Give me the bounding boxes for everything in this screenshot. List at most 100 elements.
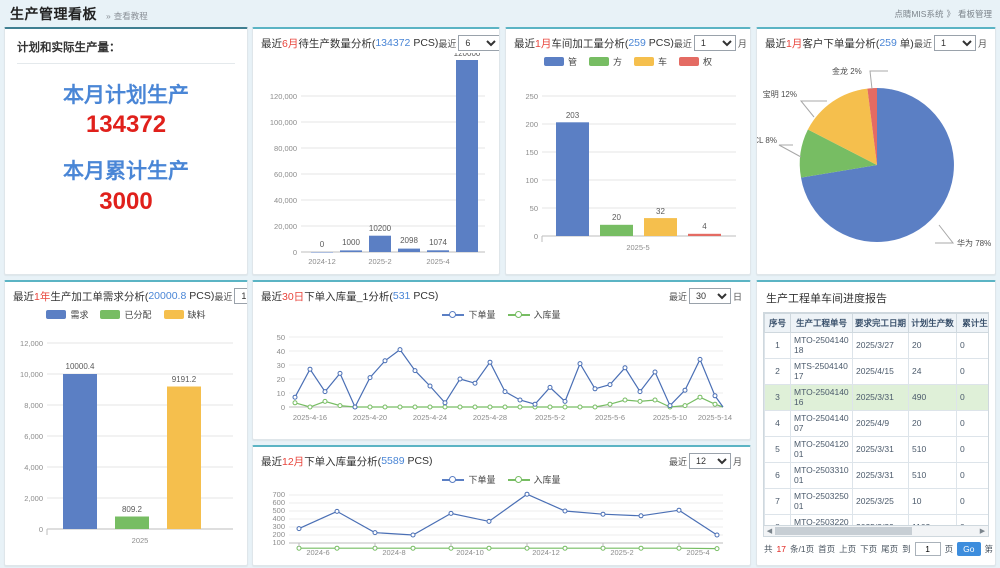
- svg-text:4: 4: [702, 222, 707, 231]
- pie-slices: [799, 88, 954, 242]
- bar6-x-ticks: 2024-12 2025-2 2025-4: [308, 257, 449, 266]
- svg-text:2025-4-20: 2025-4-20: [353, 413, 387, 422]
- col-header-actual-qty[interactable]: 累计生产数: [956, 313, 988, 333]
- pie-slice-baoming[interactable]: [807, 88, 877, 165]
- pie-label-cl: CL 8%: [757, 136, 777, 145]
- line12-series-orders: [298, 493, 718, 536]
- breadcrumb: » 查看教程: [103, 10, 148, 22]
- range-selector-line30: 最近 30 日: [669, 288, 742, 304]
- svg-text:6,000: 6,000: [24, 432, 43, 441]
- table-row[interactable]: 8 MTO-250322005 2025/3/29 1102 0: [764, 514, 988, 525]
- range-select-barws[interactable]: 1: [693, 35, 736, 51]
- page-header: 生产管理看板 » 查看教程 点睛MIS系统》看板管理: [0, 0, 1000, 25]
- title-accent: 12月: [282, 455, 305, 468]
- pie-slice-jinlong[interactable]: [867, 88, 877, 165]
- kpi-heading: 计划和实际生产量：: [17, 42, 121, 54]
- line30-orders-points: [292, 347, 718, 410]
- panel-progress-report-table: 生产工程单车间进度报告 序号 生产工程单号 要求完工日期 计划生产数 累计生产数: [756, 280, 996, 566]
- svg-text:80,000: 80,000: [274, 144, 297, 153]
- table-horizontal-scrollbar[interactable]: ◀ ▶: [763, 525, 989, 537]
- svg-text:250: 250: [525, 92, 538, 101]
- table-row[interactable]: 1 MTO-250414018 2025/3/27 20 0: [764, 332, 988, 359]
- col-header-no[interactable]: 序号: [764, 313, 791, 333]
- title-middle: 生产加工单需求分析(: [50, 290, 149, 303]
- legend-item[interactable]: 权: [679, 55, 712, 68]
- svg-text:2025-5-6: 2025-5-6: [595, 413, 625, 422]
- legend-item[interactable]: 管: [543, 55, 577, 68]
- legend-item[interactable]: 车: [634, 55, 667, 68]
- goto-page-input[interactable]: [914, 542, 941, 556]
- scrollbar-thumb[interactable]: [775, 527, 913, 535]
- legend-item[interactable]: 下单量: [442, 473, 496, 486]
- svg-text:9191.2: 9191.2: [172, 375, 197, 384]
- col-header-plan-qty[interactable]: 计划生产数: [908, 313, 957, 333]
- svg-text:2024-8: 2024-8: [382, 548, 405, 556]
- baryr-y-ticks: 12,000 10,000 8,000 6,000 4,000 2,000 0: [20, 339, 43, 534]
- legend-item[interactable]: 入库量: [507, 473, 561, 486]
- pager-prev[interactable]: 上页: [839, 544, 857, 554]
- cell-no: 4: [764, 410, 791, 437]
- scroll-right-arrow-icon[interactable]: ▶: [979, 528, 986, 535]
- scroll-left-arrow-icon[interactable]: ◀: [766, 528, 773, 535]
- range-select-bar6[interactable]: 6: [458, 35, 499, 51]
- range-suffix: 月: [977, 38, 987, 49]
- svg-text:2025-2: 2025-2: [368, 257, 391, 266]
- svg-text:2025-5-14: 2025-5-14: [698, 413, 732, 422]
- range-select-line30[interactable]: 30: [688, 288, 731, 304]
- table-row[interactable]: 2 MTS-250414017 2025/4/15 24 0: [764, 358, 988, 385]
- cell-no: 6: [764, 462, 791, 489]
- pager-last[interactable]: 尾页: [881, 544, 899, 554]
- scrollbar-track[interactable]: [775, 526, 977, 536]
- total-prefix: 共: [764, 544, 773, 554]
- title-middle: 车间加工量分析(: [551, 37, 629, 50]
- pie-slice-cl[interactable]: [799, 129, 877, 178]
- svg-text:2,000: 2,000: [24, 494, 43, 503]
- table-row-selected[interactable]: 3 MTO-250414016 2025/3/31 490 0: [764, 384, 988, 411]
- cell-due-date: 2025/4/9: [852, 410, 909, 437]
- legend-item[interactable]: 需求: [46, 308, 88, 321]
- legend-label: 入库量: [533, 310, 561, 320]
- header-left: 生产管理看板 » 查看教程: [10, 4, 148, 24]
- svg-text:10: 10: [277, 389, 285, 398]
- table-row[interactable]: 6 MTO-250331001 2025/3/31 510 0: [764, 462, 988, 489]
- table-scroll-container[interactable]: 序号 生产工程单号 要求完工日期 计划生产数 累计生产数 1 MTO-25041…: [763, 312, 989, 525]
- title-accent: 1月: [535, 37, 552, 50]
- cell-actual-qty: 0: [956, 384, 988, 411]
- table-row[interactable]: 4 MTO-250414007 2025/4/9 20 0: [764, 410, 988, 437]
- pie-label-baoming: 宝明 12%: [763, 89, 797, 99]
- table-row[interactable]: 5 MTO-250412001 2025/3/31 510 0: [764, 436, 988, 463]
- svg-text:2025-4: 2025-4: [426, 257, 449, 266]
- range-select-line12[interactable]: 12: [688, 453, 731, 469]
- svg-text:2025-5-2: 2025-5-2: [535, 413, 565, 422]
- legend-item[interactable]: 缺料: [163, 308, 206, 321]
- title-prefix: 最近: [514, 37, 535, 50]
- col-header-order-no[interactable]: 生产工程单号: [790, 313, 853, 333]
- cell-order-no: MTO-250331001: [790, 462, 853, 489]
- go-button[interactable]: Go: [957, 542, 981, 556]
- svg-text:12,000: 12,000: [20, 339, 43, 348]
- legend-item[interactable]: 方: [588, 55, 622, 68]
- legend-label: 需求: [70, 310, 89, 320]
- legend-swatch-icon: [163, 310, 184, 319]
- breadcrumb-tutorial-link[interactable]: 查看教程: [113, 11, 148, 21]
- pager-next[interactable]: 下页: [860, 544, 878, 554]
- legend-label: 下单量: [468, 475, 496, 485]
- pie-annotations: 金龙 2% 宝明 12% CL 8% 华为 78%: [757, 66, 991, 248]
- title-prefix: 最近: [261, 37, 282, 50]
- legend-item[interactable]: 已分配: [100, 308, 152, 321]
- pie-slice-huawei[interactable]: [801, 88, 954, 242]
- svg-text:50: 50: [277, 333, 285, 342]
- panel-daily-order-line: 最近 30日 下单入库量_1分析(531 PCS) 最近 30 日 下单量: [252, 280, 751, 440]
- goto-suffix: 页: [944, 544, 954, 554]
- range-select-baryr[interactable]: 1: [234, 288, 247, 304]
- svg-text:2025-4-24: 2025-4-24: [413, 413, 447, 422]
- svg-text:2024-10: 2024-10: [456, 548, 484, 556]
- header-system-link[interactable]: 点睛MIS系统: [894, 9, 944, 19]
- header-current-page[interactable]: 看板管理: [957, 9, 992, 19]
- col-header-due-date[interactable]: 要求完工日期: [852, 313, 909, 333]
- legend-item[interactable]: 入库量: [507, 308, 561, 321]
- table-row[interactable]: 7 MTO-250325001 2025/3/25 10 0: [764, 488, 988, 515]
- pager-first[interactable]: 首页: [818, 544, 836, 554]
- legend-item[interactable]: 下单量: [442, 308, 496, 321]
- range-select-pie[interactable]: 1: [933, 35, 976, 51]
